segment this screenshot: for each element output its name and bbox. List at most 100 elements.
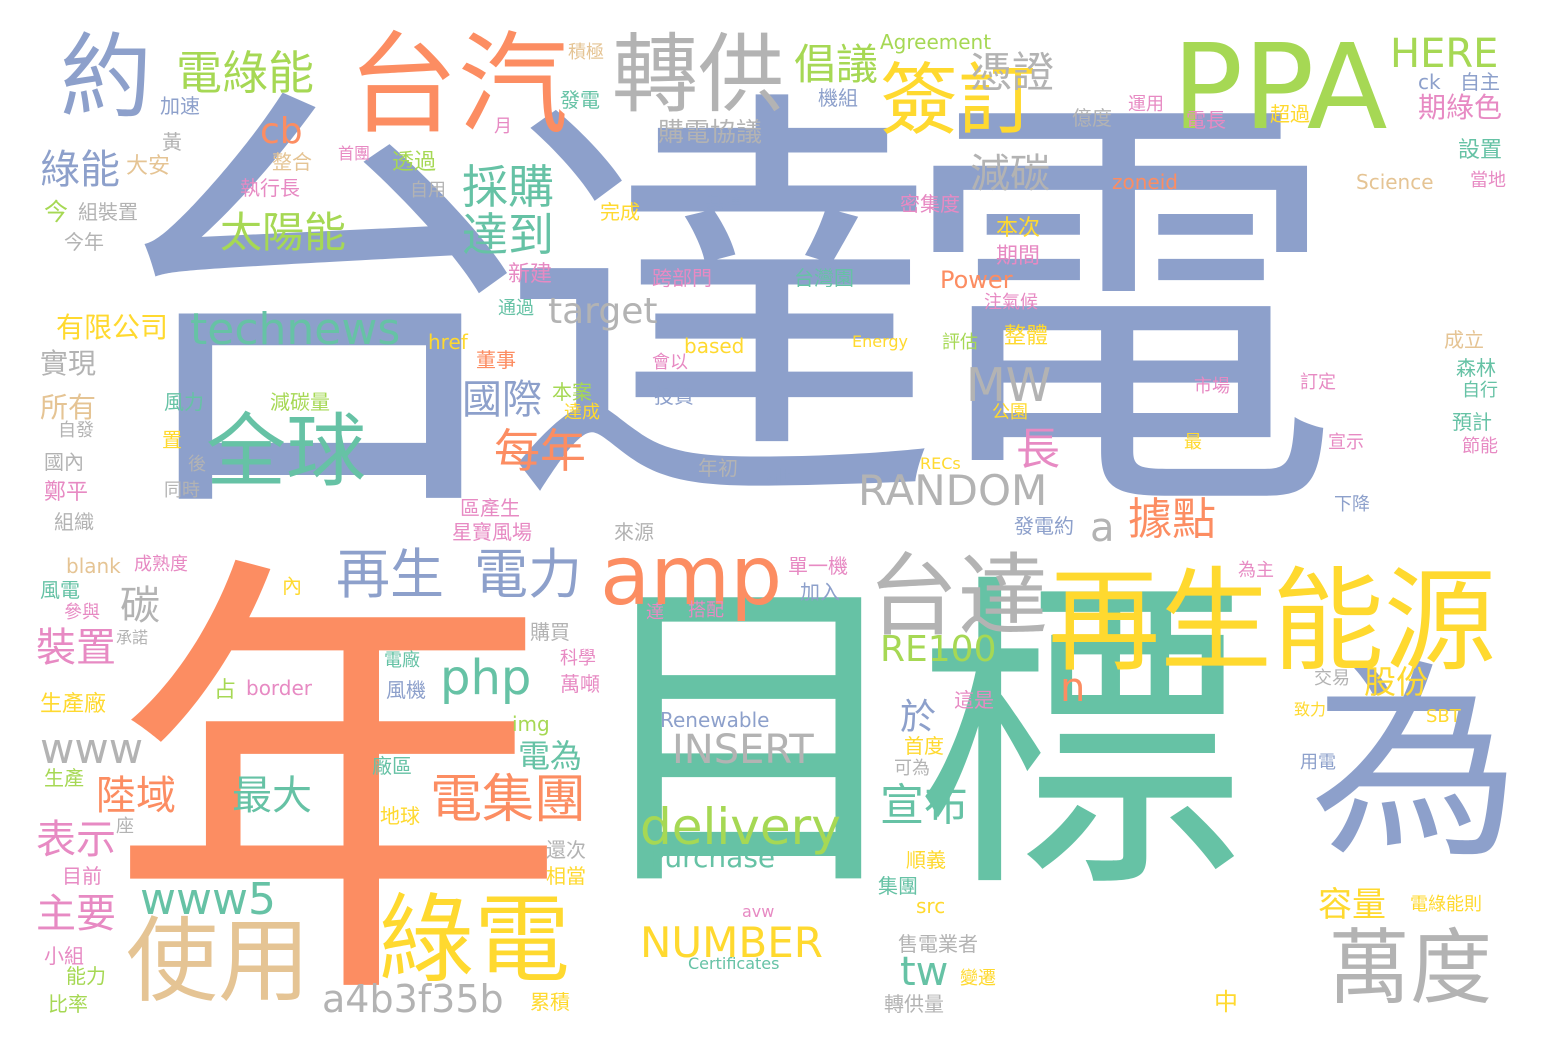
word-zhixingzhang: 執行長: [240, 176, 300, 200]
word-jiantanliang: 減碳量: [270, 390, 330, 414]
word-leiji: 累積: [530, 990, 570, 1014]
word-zaishengnengyuan: 再生能源: [1048, 557, 1496, 687]
word-daan: 大安: [126, 154, 171, 179]
word-ppa: PPA: [1172, 18, 1388, 156]
word-quchansheng: 區產生: [460, 496, 520, 520]
word-lvneng: 綠能: [40, 147, 120, 193]
word-zaisheng: 再生: [336, 543, 444, 606]
word-wandun: 萬噸: [560, 672, 600, 696]
word-gufen: 股份: [1364, 663, 1429, 701]
word-fadian: 發電: [560, 88, 600, 112]
word-zhan: 占: [214, 678, 237, 703]
word-nengli: 能力: [66, 964, 106, 988]
word-fengli: 風力: [164, 390, 204, 414]
word-changqu: 廠區: [372, 754, 412, 778]
word-technews: technews: [190, 304, 401, 355]
word-danyiji: 單一機: [788, 554, 848, 578]
word-jin: 今: [44, 198, 68, 226]
word-taiwanyuan: 台灣園: [794, 266, 854, 290]
word-power: Power: [940, 266, 1013, 294]
word-shoudu: 首度: [904, 734, 944, 758]
word-www5: www5: [140, 874, 276, 925]
word-alt: alt: [766, 464, 792, 488]
word-zhengti: 整體: [1004, 324, 1049, 349]
word-www: www: [40, 724, 144, 773]
word-jinnian: 今年: [64, 230, 104, 254]
word-goumai: 購買: [530, 620, 570, 644]
word-certificates: Certificates: [688, 954, 780, 973]
word-dianchang: 電廠: [384, 650, 420, 671]
word-dangdi: 當地: [1470, 170, 1506, 191]
word-zhenghe: 整合: [272, 150, 312, 174]
word-xiangdang: 相當: [546, 864, 586, 888]
word-wei: 為: [1310, 642, 1521, 887]
word-rongliang: 容量: [1318, 885, 1386, 925]
word-weizhu: 為主: [1238, 560, 1274, 581]
word-dianlvneng: 電綠能: [176, 46, 314, 100]
word-chengli: 成立: [1444, 328, 1484, 352]
word-number: NUMBER: [640, 918, 823, 967]
word-re100: RE100: [880, 629, 997, 670]
word-bilv: 比率: [48, 992, 88, 1016]
word-diqiu: 地球: [380, 804, 420, 828]
word-php: php: [440, 650, 532, 706]
word-ck: ck: [1418, 70, 1441, 94]
word-border: border: [246, 676, 313, 700]
word-tongshi: 同時: [164, 480, 200, 501]
word-ziyong: 自用: [410, 180, 446, 201]
word-judian: 據點: [1128, 494, 1216, 545]
word-jieneng: 節能: [1462, 436, 1498, 457]
word-dapei: 搭配: [688, 600, 724, 621]
word-huang: 黃: [162, 130, 182, 154]
word-blank: blank: [66, 554, 121, 578]
word-shoudianyezhe: 售電業者: [898, 932, 978, 956]
word-cb: cb: [260, 111, 303, 152]
word-xuanshi: 宣示: [1328, 432, 1364, 453]
word-jiaoyi: 交易: [1314, 668, 1350, 689]
word-quanqiu: 全球: [206, 405, 366, 498]
word-zuida: 最大: [232, 773, 312, 819]
word-pinggu: 評估: [942, 332, 978, 353]
word-based: based: [684, 334, 745, 358]
word-fengdian: 風電: [40, 578, 80, 602]
word-yidu: 億度: [1072, 106, 1112, 130]
word-laiyuan: 來源: [614, 520, 654, 544]
word-touzi: 投資: [654, 384, 694, 408]
word-zhong: 中: [1214, 988, 1238, 1016]
word-zheshi: 這是: [954, 688, 994, 712]
word-xuanbu: 宣布: [880, 780, 968, 831]
word-a4b3f35b: a4b3f35b: [322, 977, 504, 1021]
word-shengchanchang: 生產廠: [40, 692, 107, 717]
word-jiaru: 加入: [800, 580, 840, 604]
word-jiasu: 加速: [160, 94, 200, 118]
word-da: 達: [646, 602, 664, 623]
word-kewei: 可為: [894, 758, 930, 779]
word-jiji: 積極: [568, 42, 604, 63]
word-chaoguo: 超過: [1270, 102, 1310, 126]
word-goudianxieyi: 購電協議: [658, 118, 763, 148]
word-avw: avw: [742, 902, 775, 921]
word-sbt: SBT: [1426, 706, 1461, 727]
word-zhengping: 鄭平: [44, 480, 89, 505]
word-amp: amp: [600, 529, 783, 624]
word-shoutuan: 首團: [338, 144, 371, 163]
word-jituan: 集團: [878, 874, 918, 898]
word-kexue: 科學: [560, 648, 596, 669]
word-kuabumen: 跨部門: [652, 266, 712, 290]
word-xinjian: 新建: [508, 262, 553, 287]
word-bianqian: 變遷: [960, 968, 996, 989]
word-dianlvnengze: 電綠能則: [1410, 894, 1482, 915]
word-yuji: 預計: [1452, 410, 1492, 434]
word-delivery: delivery: [640, 798, 841, 856]
word-href: href: [428, 330, 468, 354]
word-xiaozu: 小組: [44, 944, 84, 968]
word-nei: 內: [282, 574, 302, 598]
word-nianchu: 年初: [698, 456, 738, 480]
word-zuzhi: 組織: [54, 510, 94, 534]
word-zhuangzhi: 裝置: [36, 625, 116, 671]
word-qilvse: 期綠色: [1418, 91, 1503, 124]
word-muqian: 目前: [62, 864, 102, 888]
word-jizu: 機組: [818, 86, 858, 110]
word-a: a: [1090, 505, 1115, 551]
